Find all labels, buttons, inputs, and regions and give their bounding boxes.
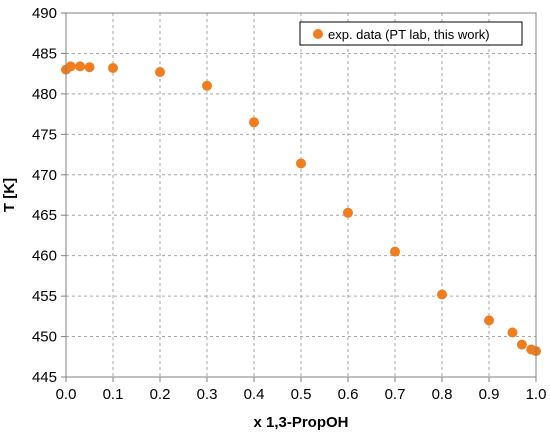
y-tick-label: 490 xyxy=(32,5,57,22)
data-point xyxy=(75,61,86,72)
x-tick-label: 0.5 xyxy=(291,386,312,403)
y-tick-label: 485 xyxy=(32,45,57,62)
data-point xyxy=(202,80,212,91)
x-tick-label: 0.9 xyxy=(479,386,500,403)
y-tick-label: 455 xyxy=(32,288,57,305)
y-tick-label: 470 xyxy=(32,167,57,184)
x-tick-label: 0.8 xyxy=(432,386,453,403)
data-point xyxy=(65,61,76,72)
y-tick-label: 465 xyxy=(32,207,57,224)
y-tick-label: 450 xyxy=(32,329,57,346)
legend-marker xyxy=(313,29,323,39)
grid-lines xyxy=(61,12,537,382)
legend-label: exp. data (PT lab, this work) xyxy=(328,27,490,42)
y-axis-title: T [K] xyxy=(1,178,18,212)
data-point xyxy=(155,67,165,78)
data-point xyxy=(343,207,353,218)
data-point xyxy=(516,339,527,350)
y-axis-tick-labels: 445 450 455 460 465 470 475 480 485 490 xyxy=(32,5,57,386)
x-tick-label: 0.1 xyxy=(103,386,124,403)
data-point xyxy=(390,246,400,257)
x-tick-label: 0.4 xyxy=(244,386,265,403)
data-point xyxy=(484,315,494,326)
data-point xyxy=(249,117,259,128)
legend: exp. data (PT lab, this work) xyxy=(299,21,523,46)
x-tick-label: 0.7 xyxy=(385,386,406,403)
x-tick-label: 0.6 xyxy=(338,386,359,403)
y-tick-label: 475 xyxy=(32,126,57,143)
x-tick-label: 0.2 xyxy=(150,386,171,403)
data-point xyxy=(84,62,95,73)
plot-frame xyxy=(65,12,537,378)
legend-box xyxy=(299,21,523,46)
x-tick-label: 0.0 xyxy=(56,386,77,403)
x-tick-label: 1.0 xyxy=(526,386,547,403)
data-point xyxy=(507,327,518,338)
data-point xyxy=(296,158,306,169)
x-tick-label: 0.3 xyxy=(197,386,218,403)
data-point xyxy=(437,289,447,300)
y-tick-label: 460 xyxy=(32,248,57,265)
y-tick-label: 480 xyxy=(32,86,57,103)
data-points xyxy=(61,61,541,357)
y-tick-label: 445 xyxy=(32,369,57,386)
data-point xyxy=(108,63,118,74)
x-axis-title: x 1,3-PropOH xyxy=(253,414,348,431)
x-axis-tick-labels: 0.0 0.1 0.2 0.3 0.4 0.5 0.6 0.7 0.8 0.9 1.0 xyxy=(56,386,547,403)
